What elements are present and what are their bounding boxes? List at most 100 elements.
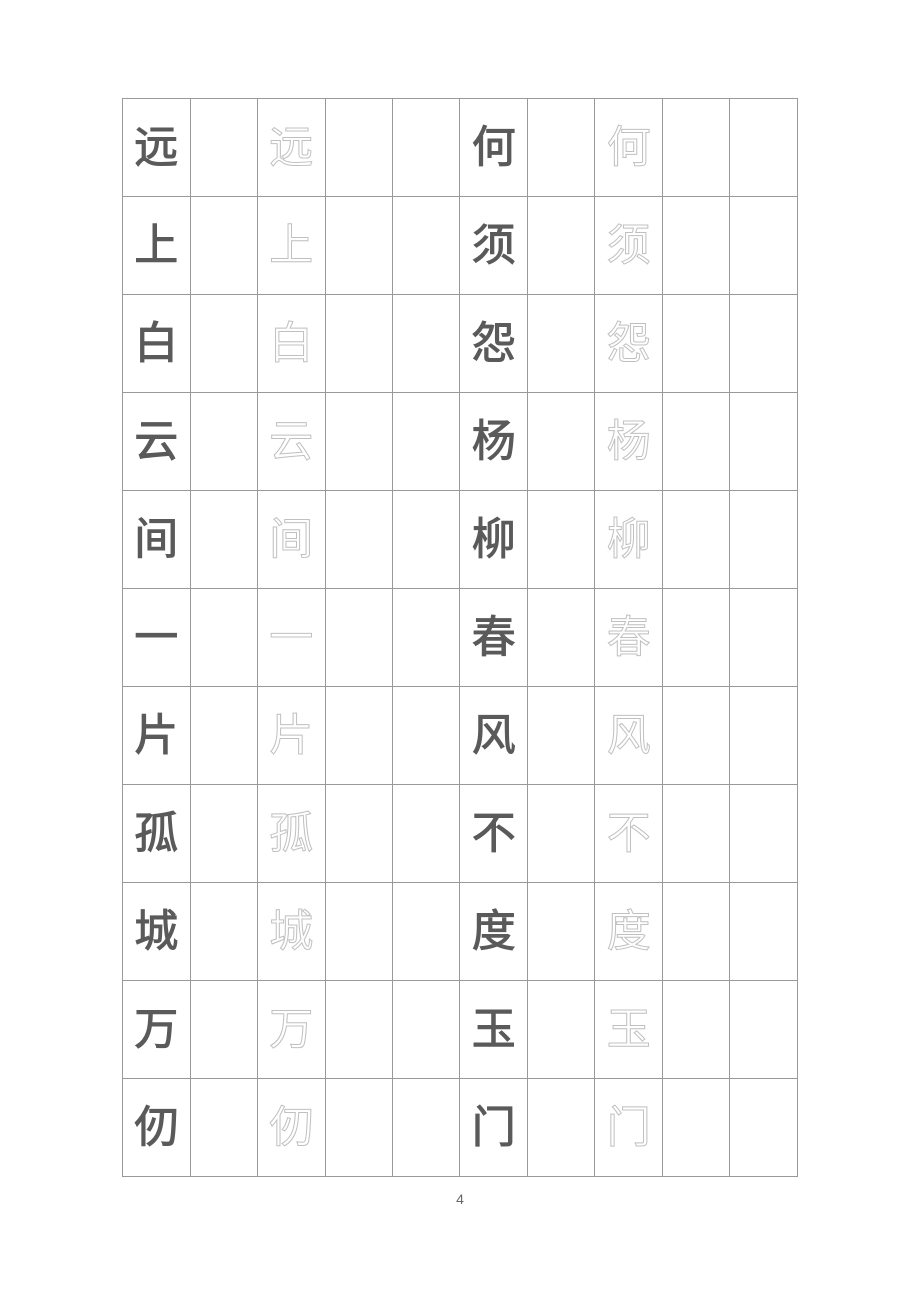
grid-cell: 白	[258, 295, 326, 393]
grid-cell	[528, 393, 595, 491]
grid-cell: 万	[123, 981, 191, 1079]
char-solid: 孤	[134, 812, 178, 856]
grid-cell	[663, 1079, 730, 1177]
grid-cell: 柳	[460, 491, 528, 589]
char-solid: 万	[134, 1008, 178, 1052]
grid-cell: 门	[595, 1079, 663, 1177]
grid-cell: 春	[595, 589, 663, 687]
grid-cell: 上	[258, 197, 326, 295]
char-outline: 仞	[269, 1106, 313, 1150]
char-solid: 远	[134, 126, 178, 170]
char-solid: 片	[134, 714, 178, 758]
char-solid: 怨	[472, 322, 516, 366]
grid-cell: 不	[595, 785, 663, 883]
grid-cell: 白	[123, 295, 191, 393]
char-outline: 孤	[269, 812, 313, 856]
grid-cell	[190, 1079, 257, 1177]
grid-cell: 不	[460, 785, 528, 883]
grid-cell	[663, 785, 730, 883]
grid-cell: 风	[460, 687, 528, 785]
grid-cell: 玉	[595, 981, 663, 1079]
grid-cell	[730, 1079, 798, 1177]
grid-cell: 云	[123, 393, 191, 491]
grid-cell	[663, 491, 730, 589]
char-solid: 风	[472, 714, 516, 758]
grid-cell	[663, 883, 730, 981]
grid-cell	[528, 981, 595, 1079]
grid-cell	[190, 687, 257, 785]
grid-cell: 门	[460, 1079, 528, 1177]
grid-cell	[325, 393, 392, 491]
char-outline: 春	[607, 616, 651, 660]
grid-cell	[190, 99, 257, 197]
grid-cell	[730, 99, 798, 197]
grid-cell: 间	[258, 491, 326, 589]
char-outline: 玉	[607, 1008, 651, 1052]
char-outline: 云	[269, 420, 313, 464]
grid-cell: 仞	[258, 1079, 326, 1177]
grid-row: 城城度度	[123, 883, 798, 981]
grid-cell: 春	[460, 589, 528, 687]
grid-cell	[325, 491, 392, 589]
grid-cell: 何	[460, 99, 528, 197]
grid-cell	[325, 99, 392, 197]
grid-cell: 一	[123, 589, 191, 687]
grid-row: 白白怨怨	[123, 295, 798, 393]
char-solid: 玉	[472, 1008, 516, 1052]
char-solid: 不	[472, 812, 516, 856]
grid-cell: 一	[258, 589, 326, 687]
grid-cell: 间	[123, 491, 191, 589]
grid-cell	[528, 99, 595, 197]
char-outline: 万	[269, 1008, 313, 1052]
char-solid: 度	[472, 910, 516, 954]
grid-cell	[325, 295, 392, 393]
grid-cell	[325, 589, 392, 687]
grid-cell	[730, 197, 798, 295]
grid-cell	[325, 1079, 392, 1177]
grid-row: 仞仞门门	[123, 1079, 798, 1177]
char-solid: 春	[472, 616, 516, 660]
grid-cell	[663, 687, 730, 785]
char-outline: 城	[269, 910, 313, 954]
char-solid: 门	[472, 1106, 516, 1150]
grid-row: 上上须须	[123, 197, 798, 295]
grid-cell	[393, 99, 460, 197]
char-outline: 远	[269, 126, 313, 170]
grid-cell	[528, 589, 595, 687]
char-outline: 一	[269, 616, 313, 660]
grid-row: 间间柳柳	[123, 491, 798, 589]
char-outline: 杨	[607, 420, 651, 464]
char-outline: 度	[607, 910, 651, 954]
grid-cell	[325, 197, 392, 295]
grid-cell	[325, 981, 392, 1079]
grid-cell: 远	[123, 99, 191, 197]
grid-cell: 片	[258, 687, 326, 785]
grid-cell	[663, 295, 730, 393]
grid-cell	[730, 687, 798, 785]
grid-cell	[730, 981, 798, 1079]
grid-cell: 片	[123, 687, 191, 785]
grid-cell	[190, 491, 257, 589]
grid-cell	[730, 295, 798, 393]
grid-cell	[663, 589, 730, 687]
grid-cell: 玉	[460, 981, 528, 1079]
char-outline: 风	[607, 714, 651, 758]
grid-cell	[528, 491, 595, 589]
grid-cell	[528, 785, 595, 883]
grid-cell: 孤	[123, 785, 191, 883]
grid-cell	[730, 393, 798, 491]
grid-cell	[190, 883, 257, 981]
char-outline: 片	[269, 714, 313, 758]
grid-cell	[393, 491, 460, 589]
grid-cell: 度	[595, 883, 663, 981]
grid-cell: 度	[460, 883, 528, 981]
grid-cell	[393, 687, 460, 785]
grid-cell: 云	[258, 393, 326, 491]
grid-cell: 城	[258, 883, 326, 981]
grid-cell	[393, 883, 460, 981]
char-solid: 间	[134, 518, 178, 562]
grid-cell: 万	[258, 981, 326, 1079]
grid-cell: 城	[123, 883, 191, 981]
char-outline: 上	[269, 224, 313, 268]
grid-body: 远远何何上上须须白白怨怨云云杨杨间间柳柳一一春春片片风风孤孤不不城城度度万万玉玉…	[123, 99, 798, 1177]
